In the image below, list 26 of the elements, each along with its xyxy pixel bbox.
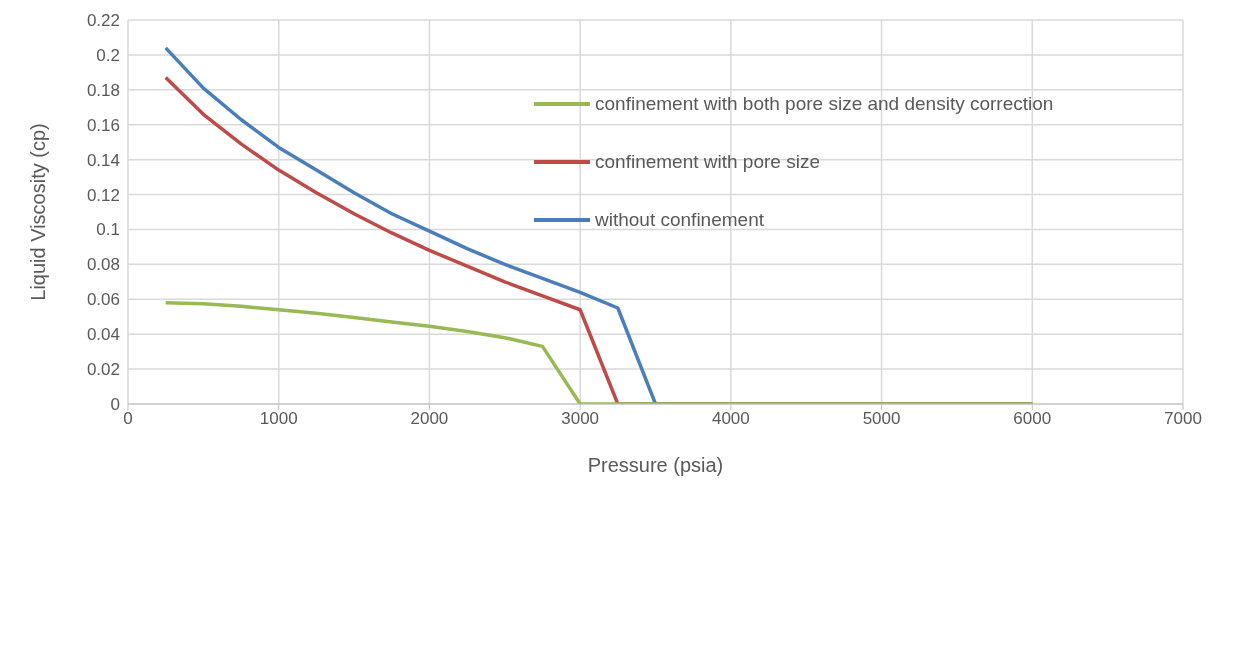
y-tick-label: 0.12 — [86, 185, 120, 205]
y-tick-label: 0.2 — [96, 45, 120, 65]
legend-label: confinement with pore size — [595, 151, 820, 173]
x-tick-label: 5000 — [862, 409, 901, 429]
legend-label: confinement with both pore size and density correction — [595, 93, 1054, 115]
y-tick-label: 0.06 — [86, 290, 120, 310]
y-tick-label: 0.22 — [86, 11, 120, 31]
y-tick-label: 0.04 — [86, 325, 120, 345]
y-tick-label: 0.16 — [86, 115, 120, 135]
x-tick-label: 3000 — [561, 409, 600, 429]
x-tick-label: 1000 — [259, 409, 298, 429]
x-tick-label: 0 — [123, 409, 133, 429]
y-tick-label: 0.02 — [86, 360, 120, 380]
y-tick-label: 0 — [110, 395, 120, 415]
y-tick-label: 0.18 — [86, 80, 120, 100]
legend-label: without confinement — [595, 209, 764, 231]
line-series — [163, 301, 1035, 404]
x-axis-title: Pressure (psia) — [587, 454, 724, 476]
y-tick-label: 0.14 — [86, 150, 120, 170]
x-tick-label: 2000 — [410, 409, 449, 429]
x-tick-label: 6000 — [1013, 409, 1052, 429]
y-axis-title: Liquid Viscosity (cp) — [27, 123, 50, 301]
y-tick-label: 0.08 — [86, 255, 120, 275]
x-tick-label: 7000 — [1164, 409, 1202, 429]
x-tick-label: 4000 — [711, 409, 750, 429]
y-tick-label: 0.1 — [96, 220, 120, 240]
